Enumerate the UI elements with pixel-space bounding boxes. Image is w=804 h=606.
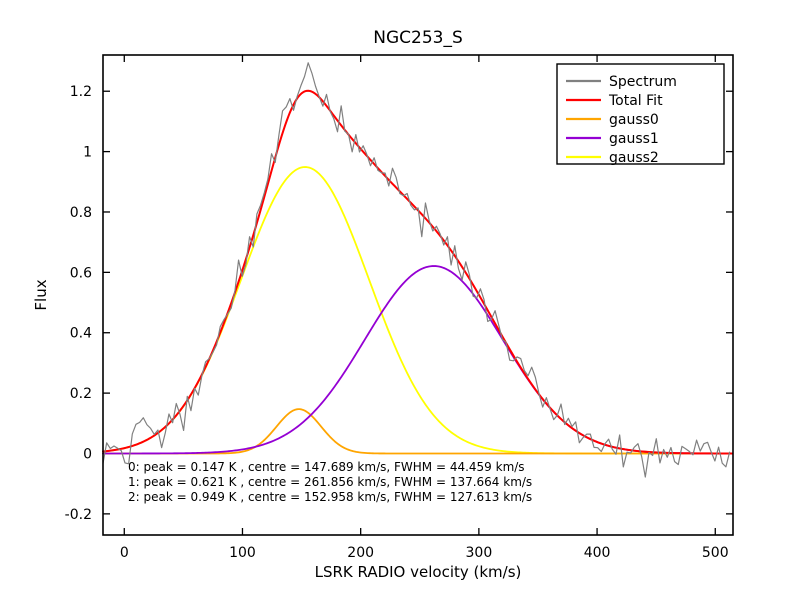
plot-frame <box>102 54 734 536</box>
annotation-line: 0: peak = 0.147 K , centre = 147.689 km/… <box>128 460 525 474</box>
y-tick-label: 0.2 <box>70 386 92 402</box>
legend-label-gauss1: gauss1 <box>609 131 659 147</box>
annotation-line: 1: peak = 0.621 K , centre = 261.856 km/… <box>128 475 532 489</box>
x-axis-ticks: 0 100 200 300 400 500 <box>120 55 729 561</box>
x-tick-label: 500 <box>702 545 729 561</box>
y-axis-label: Flux <box>32 279 50 310</box>
x-tick-label: 200 <box>347 545 374 561</box>
y-tick-label: 0 <box>83 446 92 462</box>
y-tick-label: 1.2 <box>70 84 92 100</box>
data-curves <box>102 62 733 478</box>
x-tick-label: 300 <box>466 545 493 561</box>
y-tick-label: 0.4 <box>70 326 92 342</box>
legend-label-total-fit: Total Fit <box>608 93 663 109</box>
y-tick-label: 0.6 <box>70 265 92 281</box>
y-tick-label: 1 <box>83 145 92 161</box>
y-tick-label: -0.2 <box>65 507 92 523</box>
page-title: NGC253_S <box>373 28 463 48</box>
curve-total-fit <box>102 89 733 455</box>
x-axis-label: LSRK RADIO velocity (km/s) <box>315 563 522 581</box>
y-axis-ticks: -0.2 0 0.2 0.4 0.6 0.8 1 1.2 <box>65 84 733 523</box>
fit-parameter-annotations: 0: peak = 0.147 K , centre = 147.689 km/… <box>128 460 532 504</box>
x-tick-label: 0 <box>120 545 129 561</box>
legend-label-spectrum: Spectrum <box>609 74 677 90</box>
x-tick-label: 400 <box>584 545 611 561</box>
x-tick-label: 100 <box>229 545 256 561</box>
legend-label-gauss2: gauss2 <box>609 150 659 166</box>
annotation-line: 2: peak = 0.949 K , centre = 152.958 km/… <box>128 490 532 504</box>
curve-gauss1 <box>102 265 733 455</box>
curve-gauss0 <box>102 408 733 455</box>
legend: Spectrum Total Fit gauss0 gauss1 gauss2 <box>556 63 725 166</box>
curve-spectrum <box>102 62 731 478</box>
legend-label-gauss0: gauss0 <box>609 112 659 128</box>
y-tick-label: 0.8 <box>70 205 92 221</box>
